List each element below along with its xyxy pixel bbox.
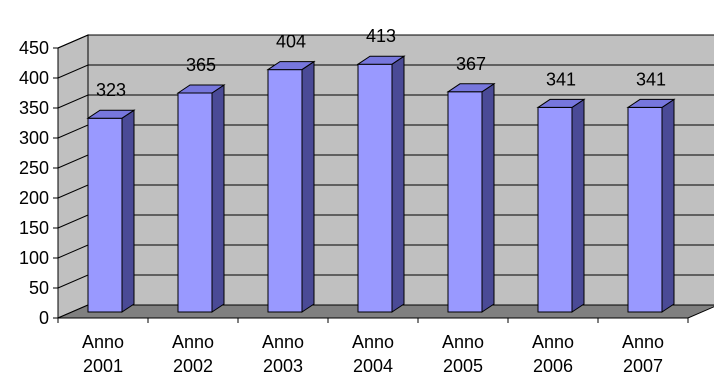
bar-front (177, 92, 213, 313)
bar-side (391, 55, 405, 313)
bar-front (87, 117, 123, 313)
y-tick-label: 0 (39, 308, 49, 328)
labels: 323 Anno 2001 365 Anno 2002 404 Anno 2003 413 Anno… (82, 26, 666, 376)
data-label: 341 (636, 69, 666, 89)
x-category-label: Anno (442, 332, 484, 352)
gridline (57, 64, 714, 79)
bar-top (446, 83, 496, 93)
y-axis: 0 50 100 150 200 250 300 350 400 450 (19, 38, 689, 328)
x-category-label: Anno (352, 332, 394, 352)
data-label: 323 (96, 80, 126, 100)
x-category-label: Anno (172, 332, 214, 352)
x-category-label: 2005 (443, 356, 483, 376)
bar-front (357, 63, 393, 313)
x-category-label: Anno (262, 332, 304, 352)
data-label: 365 (186, 55, 216, 75)
bar-side (301, 60, 315, 313)
data-label: 341 (546, 69, 576, 89)
y-tick-label: 150 (19, 218, 49, 238)
y-tick-label: 250 (19, 158, 49, 178)
x-category-label: 2001 (83, 356, 123, 376)
bars (86, 55, 676, 313)
x-category-label: Anno (622, 332, 664, 352)
bar (446, 82, 496, 313)
bar-side (571, 98, 585, 313)
data-label: 367 (456, 54, 486, 74)
y-tick-label: 100 (19, 248, 49, 268)
x-category-label: Anno (532, 332, 574, 352)
data-label: 404 (276, 32, 306, 52)
data-label: 413 (366, 26, 396, 46)
bar-top (536, 98, 586, 108)
bar-side (481, 82, 495, 313)
y-tick-label: 450 (19, 38, 49, 58)
bar-side (121, 109, 135, 313)
x-category-label: 2002 (173, 356, 213, 376)
bar-top (266, 61, 316, 71)
bar-top (86, 109, 136, 119)
side-wall (57, 34, 89, 319)
bar (266, 60, 316, 313)
gridline (57, 34, 714, 49)
bar (626, 98, 676, 313)
x-category-label: 2006 (533, 356, 573, 376)
bar (356, 55, 406, 313)
y-tick-label: 350 (19, 98, 49, 118)
y-tick-label: 50 (29, 278, 49, 298)
gridline (57, 94, 714, 109)
bar (86, 109, 136, 313)
bar-front (447, 91, 483, 313)
bar-front (267, 69, 303, 313)
bar (176, 84, 226, 313)
x-category-label: Anno (82, 332, 124, 352)
x-category-label: 2003 (263, 356, 303, 376)
bar-top (176, 84, 226, 94)
y-tick-label: 400 (19, 68, 49, 88)
bar-front (627, 106, 663, 313)
y-tick-label: 200 (19, 188, 49, 208)
y-tick-label: 300 (19, 128, 49, 148)
bar-front (537, 106, 573, 313)
x-category-label: 2004 (353, 356, 393, 376)
bar (536, 98, 586, 313)
bar-side (211, 84, 225, 313)
x-category-label: 2007 (623, 356, 663, 376)
bar-top (356, 55, 406, 65)
bar-top (626, 98, 676, 108)
bar-side (661, 98, 675, 313)
